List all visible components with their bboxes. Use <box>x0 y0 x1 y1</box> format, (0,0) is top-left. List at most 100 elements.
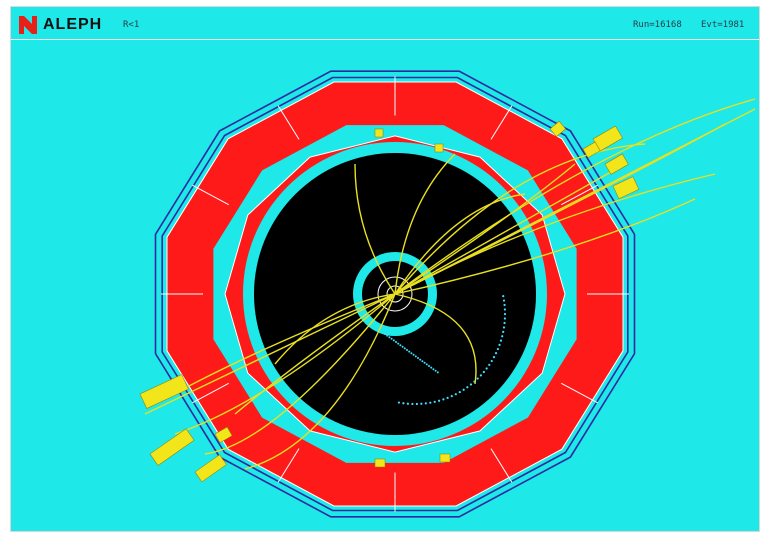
exiting-track <box>394 163 626 295</box>
hit-dot <box>446 396 449 399</box>
track <box>394 143 646 295</box>
track <box>274 293 396 365</box>
vertex-detector <box>377 276 413 312</box>
hit-dot <box>458 390 461 394</box>
hit-dot <box>462 388 465 391</box>
hit-dot <box>436 371 439 374</box>
hit-dot <box>473 380 476 383</box>
hit-dot <box>442 398 445 401</box>
energy-tower <box>549 120 566 138</box>
hcal-module-divider <box>490 448 513 483</box>
hit-dot <box>386 334 389 337</box>
hit-dot <box>502 326 506 329</box>
energy-tower <box>612 176 640 200</box>
energy-tower <box>139 374 189 409</box>
hit-dot <box>482 370 485 374</box>
hcal-module-divider <box>192 382 229 404</box>
hit-dot <box>410 352 413 355</box>
hit-dot <box>450 395 453 398</box>
charged-tracks <box>144 98 756 470</box>
hit-dot <box>419 358 422 361</box>
hit-dot <box>411 402 414 406</box>
coil-outline <box>154 70 636 518</box>
energy-tower <box>149 428 195 466</box>
hit-dot <box>428 365 430 367</box>
hit-dot <box>399 344 402 347</box>
energy-tower <box>439 453 451 463</box>
energy-tower <box>374 458 386 468</box>
hit-dot <box>502 295 505 298</box>
hit-dot <box>488 363 491 366</box>
hit-dot <box>397 342 400 345</box>
hit-dot <box>499 339 503 342</box>
hit-dot <box>401 345 404 348</box>
track <box>394 153 456 295</box>
energy-tower <box>374 128 384 138</box>
track <box>174 293 396 435</box>
hit-dot <box>490 359 493 363</box>
hit-dot <box>502 330 505 333</box>
hit-dot <box>421 360 424 363</box>
hcal-module-divider <box>277 448 300 483</box>
hcal-module-divider <box>561 382 598 404</box>
hit-dot <box>466 386 469 389</box>
title-divider <box>11 39 759 40</box>
hit-dot <box>454 393 457 396</box>
hit-dot <box>406 349 408 351</box>
track <box>394 193 526 295</box>
hit-dot <box>494 352 498 355</box>
hit-dot <box>392 339 395 342</box>
hit-dot <box>485 367 488 370</box>
track <box>394 163 576 295</box>
energy-tower <box>582 141 601 159</box>
energy-tower <box>194 454 227 483</box>
hit-dot <box>424 402 427 405</box>
event-display-window: ALEPH R<1 Run=16168 Evt=1981 <box>10 6 760 532</box>
track <box>394 198 696 295</box>
track <box>234 293 396 415</box>
energy-deposits <box>139 120 640 483</box>
hit-dot <box>420 402 423 405</box>
track <box>394 98 756 295</box>
track <box>394 293 477 385</box>
hit-dot <box>403 347 406 350</box>
beam-pipe <box>386 285 404 303</box>
hit-dot <box>503 321 506 325</box>
track <box>244 293 396 470</box>
hit-dot <box>417 357 419 359</box>
hit-dot <box>423 361 426 364</box>
track-hits <box>384 295 507 406</box>
hit-dot <box>496 347 499 351</box>
hit-dot <box>395 341 397 343</box>
aleph-logo-icon <box>19 16 37 34</box>
hcal-module-divider <box>490 105 513 140</box>
hit-dot <box>503 312 507 316</box>
hit-dot <box>415 402 418 406</box>
hit-dot <box>434 369 437 372</box>
hit-dot <box>406 402 409 405</box>
hcal-module-divider <box>277 105 300 140</box>
hit-dot <box>503 308 506 311</box>
hit-dot <box>433 400 436 403</box>
view-label: R<1 <box>123 20 140 30</box>
hit-dot <box>503 317 506 320</box>
hit-dot <box>503 303 506 307</box>
hcal-module-divider <box>192 184 229 206</box>
exiting-track <box>394 108 756 295</box>
hit-dot <box>476 377 479 380</box>
hit-dot <box>479 374 482 377</box>
coil-inner-line <box>161 76 629 512</box>
hit-dot <box>408 350 411 353</box>
hit-dot <box>437 399 441 402</box>
hit-dot <box>425 363 428 366</box>
track <box>204 293 396 455</box>
hit-dot <box>498 343 501 346</box>
energy-tower <box>604 153 629 175</box>
hit-dot <box>414 355 417 358</box>
hit-dot <box>397 401 401 404</box>
hit-dot <box>388 336 391 339</box>
hit-dot <box>390 337 393 340</box>
detector-display <box>139 70 756 518</box>
hcal-module-divider <box>561 184 598 206</box>
energy-tower <box>214 426 233 444</box>
